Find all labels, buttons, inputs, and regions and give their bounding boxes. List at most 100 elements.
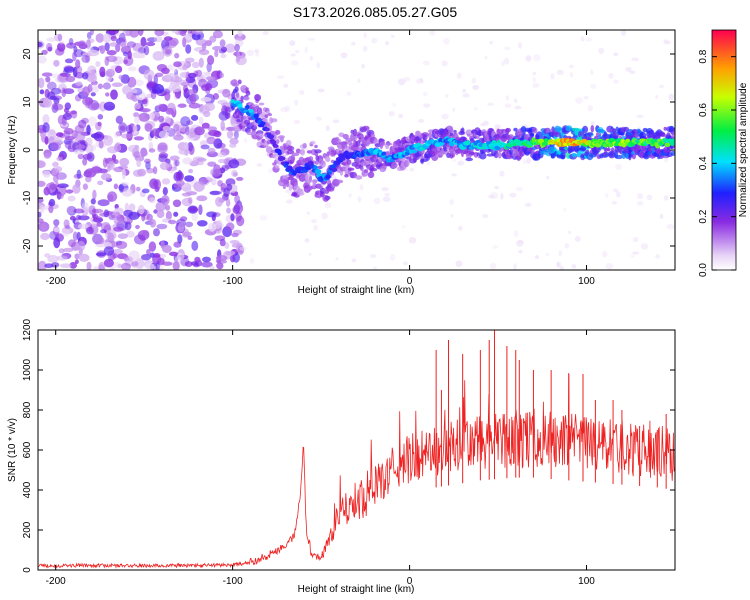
noise-blob [118,122,128,133]
ridge-halo [302,142,307,149]
noise-blob [102,82,111,90]
noise-blob [384,192,391,197]
noise-blob [218,158,227,164]
noise-blob [142,98,148,105]
y-tick-label: -10 [22,190,33,205]
ridge-halo [610,147,615,154]
noise-blob [451,173,457,177]
ridge-halo [505,127,511,133]
noise-blob [153,209,158,214]
noise-blob [262,31,269,35]
noise-blob [220,120,225,131]
noise-blob [151,128,160,137]
noise-blob [123,209,133,218]
noise-blob [134,102,141,110]
ridge-halo [342,133,349,140]
noise-blob [568,64,574,69]
x-tick-label: -100 [223,576,243,587]
noise-blob [209,190,222,195]
ridge-halo [443,146,448,152]
ridge-point [245,104,250,110]
noise-blob [236,51,241,63]
noise-blob [418,118,425,123]
noise-blob [113,218,124,225]
noise-blob [357,196,362,203]
noise-blob [173,211,179,217]
noise-blob [324,202,332,209]
noise-blob [74,124,85,134]
noise-blob [254,48,260,54]
noise-blob [47,91,56,100]
noise-blob [569,72,574,78]
noise-blob [239,246,247,251]
noise-blob [69,262,77,269]
noise-blob [92,217,103,223]
noise-blob [181,192,192,197]
noise-blob [139,108,151,113]
noise-blob [306,211,310,215]
ridge-halo [286,145,295,151]
noise-blob [156,209,165,219]
noise-blob [76,231,81,241]
noise-blob [146,213,153,221]
noise-blob [98,140,104,149]
ridge-point [331,167,338,172]
noise-blob [640,243,649,250]
noise-blob [449,199,454,206]
noise-blob [518,42,522,49]
noise-blob [125,30,131,37]
ridge-halo [300,148,306,156]
noise-blob [38,197,44,204]
noise-blob [108,42,120,47]
noise-blob [286,199,293,204]
noise-blob [62,112,72,120]
noise-blob [224,242,230,250]
noise-blob [101,173,112,181]
noise-blob [585,37,592,42]
noise-blob [86,226,94,235]
noise-blob [169,251,179,257]
noise-blob [165,210,172,221]
noise-blob [220,148,230,156]
noise-blob [181,197,193,207]
noise-blob [371,37,378,44]
noise-blob [158,103,168,112]
noise-blob [556,69,564,75]
noise-blob [348,193,352,198]
noise-blob [112,253,118,259]
noise-blob [664,195,669,201]
noise-blob [534,255,540,259]
noise-blob [185,126,190,136]
noise-blob [78,253,90,262]
x-tick-label: 0 [407,276,413,287]
noise-blob [443,37,450,45]
ridge-halo [369,167,378,172]
ridge-halo [327,146,335,151]
ridge-halo [479,152,487,160]
noise-blob [99,66,106,78]
noise-blob [237,79,242,85]
noise-blob [85,53,91,63]
noise-blob [44,136,49,145]
noise-blob [284,105,291,112]
ridge-point [261,121,266,126]
noise-blob [216,255,228,261]
noise-blob [325,125,330,132]
noise-blob [100,229,107,234]
noise-blob [38,211,42,218]
noise-blob [105,71,113,82]
ridge-point [278,156,286,161]
noise-blob [56,156,63,162]
noise-blob [219,72,224,79]
noise-blob [74,131,86,142]
noise-blob [137,30,144,36]
noise-blob [226,207,231,214]
noise-blob [77,223,89,229]
noise-blob [97,237,105,245]
noise-blob [82,153,93,160]
ridge-halo [292,152,300,157]
ridge-halo [603,150,608,157]
ridge-halo [313,183,317,186]
noise-blob [444,94,449,98]
noise-blob [225,198,231,207]
